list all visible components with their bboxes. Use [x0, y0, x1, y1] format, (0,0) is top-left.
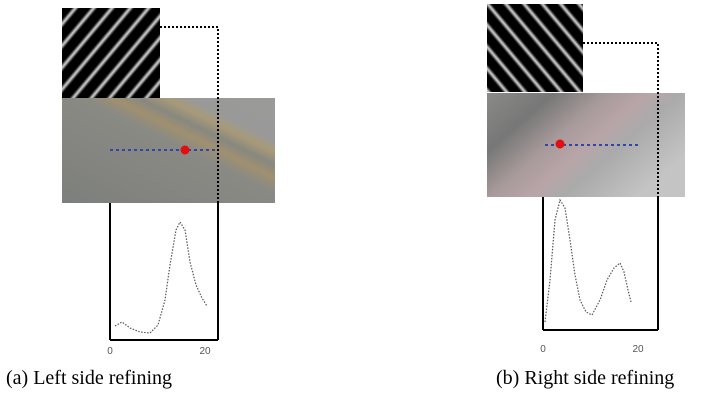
response-curve [115, 222, 207, 333]
filter-stripes [487, 4, 583, 92]
edge-point [556, 140, 565, 149]
caption: (b) Right side refining [496, 367, 674, 389]
tick-label: 0 [107, 346, 113, 357]
road-patch [487, 93, 685, 197]
tick-label: 0 [540, 344, 546, 355]
response-curve [545, 200, 631, 322]
road-patch [62, 98, 275, 203]
edge-point [181, 146, 190, 155]
panel-a: 0 20 (a) Left side refining [6, 8, 275, 389]
panel-b: 0 20 (b) Right side refining [487, 4, 685, 389]
figure: 0 20 (a) Left side refining 0 20 (b) Rig… [0, 0, 728, 398]
caption: (a) Left side refining [6, 367, 172, 389]
filter-stripes [62, 8, 160, 98]
tick-label: 20 [199, 346, 211, 357]
tick-label: 20 [632, 344, 644, 355]
